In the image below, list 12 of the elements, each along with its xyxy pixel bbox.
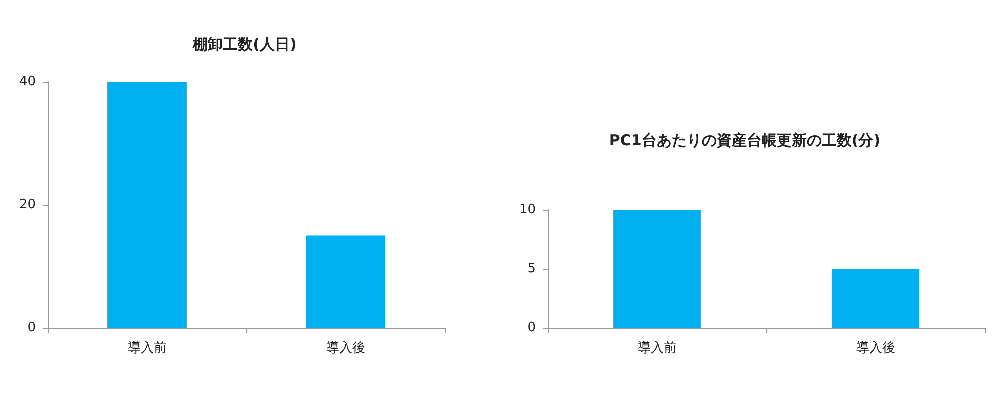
y-tick-label: 10 <box>519 202 536 218</box>
x-tick-label: 導入後 <box>326 341 366 356</box>
y-tick-label: 40 <box>19 74 36 90</box>
y-tick-label: 0 <box>528 320 536 336</box>
x-tick-label: 導入後 <box>856 341 896 356</box>
y-tick-label: 20 <box>19 198 36 212</box>
x-tick-label: 導入前 <box>128 341 167 356</box>
x-tick-label: 導入前 <box>638 341 677 356</box>
chart-title: 棚卸工数(人日) <box>192 36 297 54</box>
chart-title: PC1台あたりの資産台帳更新の工数(分) <box>609 132 881 150</box>
y-tick-label: 5 <box>528 262 536 276</box>
y-tick-label: 0 <box>28 320 36 336</box>
